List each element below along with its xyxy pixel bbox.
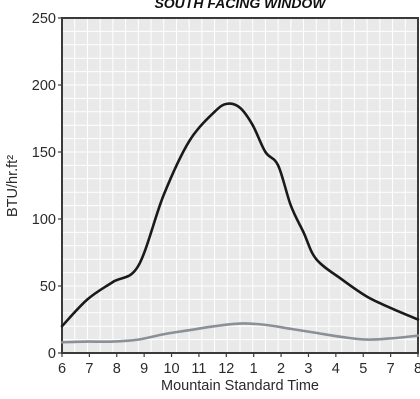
x-tick-label: 10 <box>163 361 179 377</box>
x-tick-label: 6 <box>58 361 66 377</box>
x-tick-label: 11 <box>191 361 206 377</box>
x-tick-label: 8 <box>414 361 420 377</box>
x-tick-label: 7 <box>85 361 93 377</box>
grid <box>62 18 418 353</box>
y-tick-label: 50 <box>40 279 56 295</box>
x-tick-label: 5 <box>359 361 367 377</box>
x-tick-label: 7 <box>387 361 395 377</box>
y-tick-label: 250 <box>32 11 56 27</box>
x-tick-label: 1 <box>250 361 258 377</box>
x-tick-label: 4 <box>332 361 340 377</box>
y-tick-label: 0 <box>48 346 56 362</box>
y-axis-title: BTU/hr.ft² <box>5 155 21 217</box>
x-axis-ticks: 6 7 8 9 10 11 12 1 2 3 4 5 7 8 <box>58 353 420 377</box>
series-lines <box>60 102 420 344</box>
x-tick-label: 8 <box>113 361 121 377</box>
x-tick-label: 9 <box>140 361 148 377</box>
x-tick-label: 2 <box>277 361 285 377</box>
y-tick-label: 200 <box>32 78 56 94</box>
y-axis-ticks: 0 50 100 150 200 250 <box>32 11 62 362</box>
x-axis-title: Mountain Standard Time <box>161 378 319 394</box>
x-tick-label: 12 <box>218 361 234 377</box>
y-tick-label: 100 <box>32 212 56 228</box>
y-tick-label: 150 <box>32 145 56 161</box>
plot-frame <box>61 17 419 354</box>
upper-series-line <box>60 102 420 328</box>
lower-series-line <box>60 322 420 344</box>
x-tick-label: 3 <box>304 361 312 377</box>
chart-title: SOUTH FACING WINDOW <box>154 0 327 11</box>
